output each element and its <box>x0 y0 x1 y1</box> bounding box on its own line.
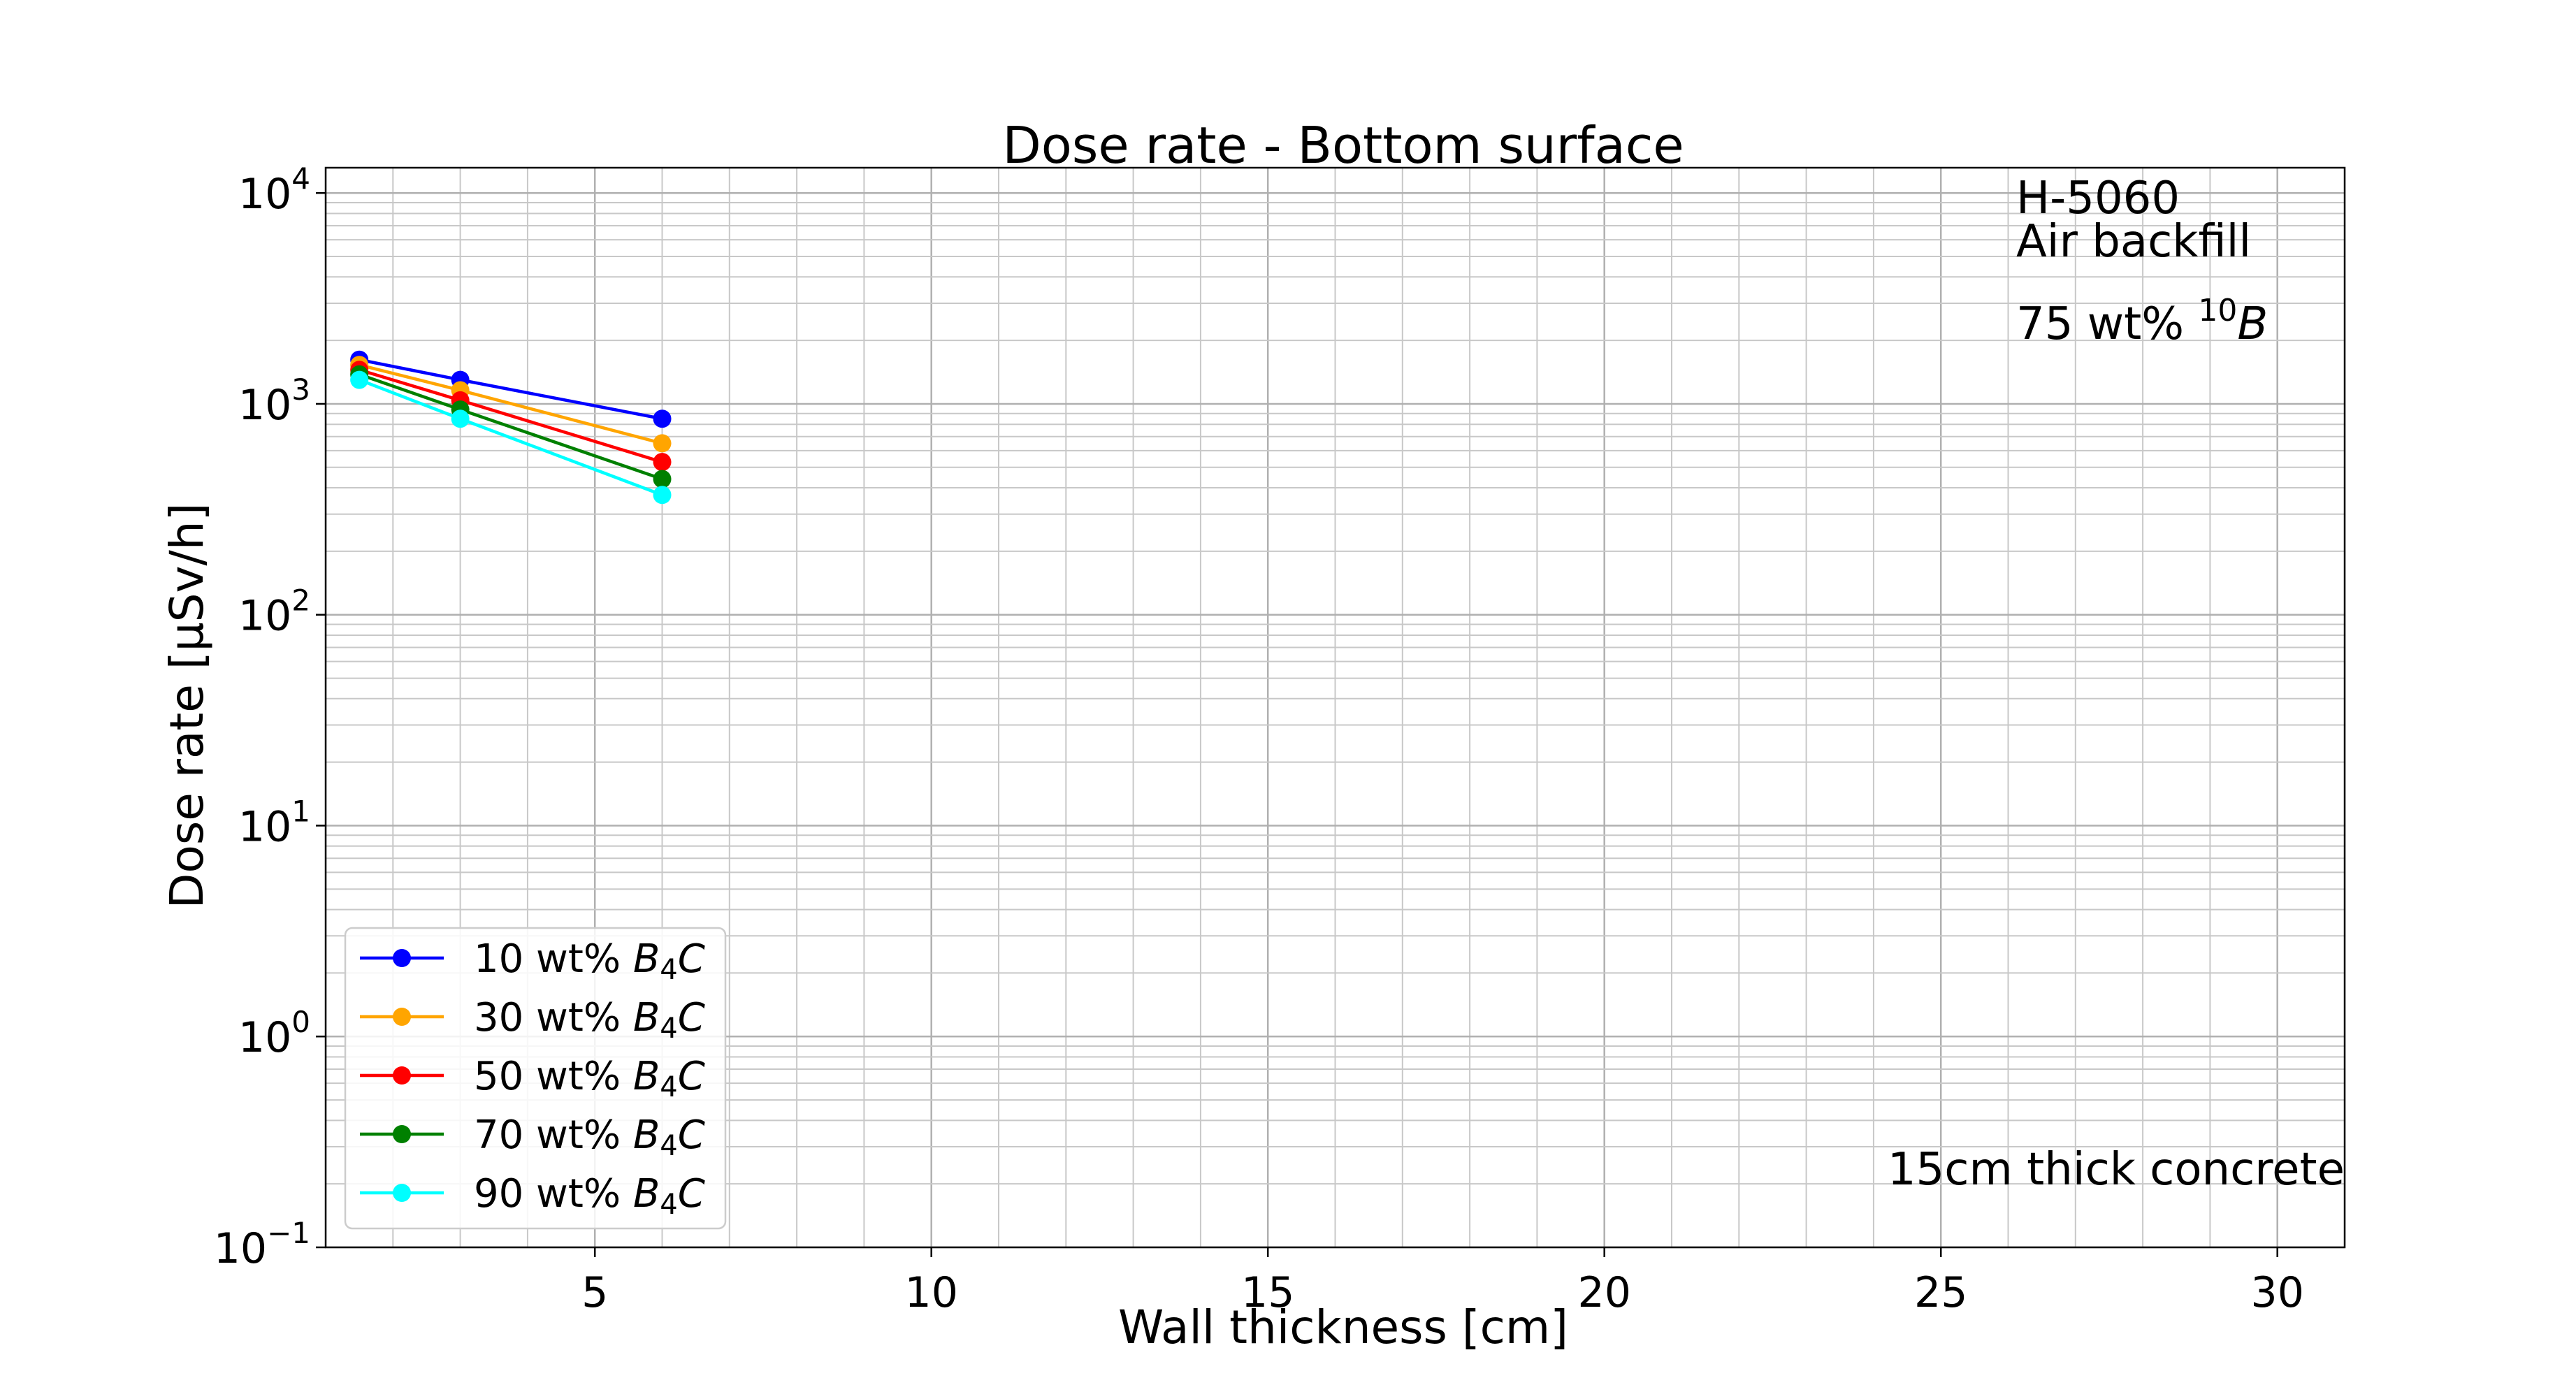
data-point <box>653 486 672 505</box>
y-tick-label: 104 <box>238 161 310 219</box>
y-tick-base: 10 <box>238 592 291 641</box>
data-point <box>653 434 672 453</box>
legend-label-sub: 4 <box>660 954 677 986</box>
series-layer <box>350 350 672 505</box>
legend-box <box>344 927 727 1230</box>
y-axis-label: Dose rate [μSv/h] <box>160 503 214 909</box>
x-tick-label: 30 <box>2251 1268 2304 1317</box>
data-point <box>653 409 672 428</box>
legend-label-b: B <box>633 936 660 982</box>
legend-label-c: C <box>678 1171 705 1217</box>
legend-label-sub: 4 <box>660 1071 677 1103</box>
legend-label-prefix: 70 wt% <box>474 1112 633 1158</box>
legend-label-c: C <box>678 1112 705 1158</box>
x-tick-label: 5 <box>581 1268 608 1317</box>
legend-marker <box>393 1184 411 1202</box>
annotation-enrichment-prefix: 75 wt% <box>2016 298 2198 350</box>
y-tick-label: 102 <box>238 583 310 641</box>
legend-label-prefix: 10 wt% <box>474 936 633 982</box>
legend-label-b: B <box>633 1112 660 1158</box>
y-tick-base: 10 <box>214 1224 267 1273</box>
y-tick-exponent: 2 <box>291 583 310 618</box>
x-tick-label: 25 <box>1914 1268 1967 1317</box>
data-point <box>653 470 672 488</box>
y-tick-exponent: −1 <box>267 1216 310 1250</box>
legend-label-b: B <box>633 1171 660 1217</box>
legend-label-c: C <box>678 936 705 982</box>
grid-lines <box>325 168 2345 1249</box>
y-tick-base: 10 <box>238 1013 291 1062</box>
annotation-enrichment-element: B <box>2237 298 2268 350</box>
annotation-backfill: Air backfill <box>2016 216 2251 268</box>
legend-label-b: B <box>633 1054 660 1099</box>
data-point <box>653 453 672 472</box>
legend-label-sub: 4 <box>660 1189 677 1221</box>
legend-label: 50 wt% B4C <box>474 1054 705 1103</box>
legend-marker <box>393 949 411 967</box>
legend-label: 70 wt% B4C <box>474 1112 705 1162</box>
legend-label: 30 wt% B4C <box>474 995 705 1045</box>
annotation-enrichment-sup: 10 <box>2198 293 2237 328</box>
chart-title: Dose rate - Bottom surface <box>1002 116 1684 175</box>
y-tick-label: 103 <box>238 372 310 430</box>
data-point <box>350 370 369 389</box>
annotation-enrichment: 75 wt% 10B <box>2016 293 2268 350</box>
y-tick-exponent: 4 <box>291 161 310 196</box>
plot-frame <box>324 166 2346 1249</box>
y-tick-base: 10 <box>238 170 291 219</box>
y-tick-exponent: 0 <box>291 1005 310 1039</box>
legend-label-sub: 4 <box>660 1013 677 1045</box>
legend-marker <box>393 1125 411 1143</box>
legend-label-b: B <box>633 995 660 1040</box>
legend-label: 10 wt% B4C <box>474 936 705 986</box>
legend-label-prefix: 50 wt% <box>474 1054 633 1099</box>
x-tick-label: 20 <box>1578 1268 1631 1317</box>
legend-label-prefix: 30 wt% <box>474 995 633 1040</box>
y-tick-label: 10−1 <box>214 1216 310 1273</box>
y-tick-base: 10 <box>238 802 291 851</box>
data-point <box>451 409 470 428</box>
x-tick-label: 15 <box>1241 1268 1294 1317</box>
legend-label-prefix: 90 wt% <box>474 1171 633 1217</box>
y-tick-exponent: 1 <box>291 794 310 828</box>
legend-label: 90 wt% B4C <box>474 1171 705 1221</box>
annotation-concrete: 15cm thick concrete <box>1888 1144 2345 1196</box>
y-tick-label: 100 <box>238 1005 310 1062</box>
legend-marker <box>393 1008 411 1026</box>
annotation-model: H-5060 <box>2016 173 2180 224</box>
x-axis-label: Wall thickness [cm] <box>1118 1300 1568 1354</box>
y-tick-base: 10 <box>238 381 291 430</box>
legend-marker <box>393 1066 411 1085</box>
legend-label-c: C <box>678 995 705 1040</box>
y-tick-label: 101 <box>238 794 310 851</box>
y-tick-exponent: 3 <box>291 372 310 407</box>
legend-label-sub: 4 <box>660 1130 677 1162</box>
x-tick-label: 10 <box>905 1268 958 1317</box>
legend-label-c: C <box>678 1054 705 1099</box>
